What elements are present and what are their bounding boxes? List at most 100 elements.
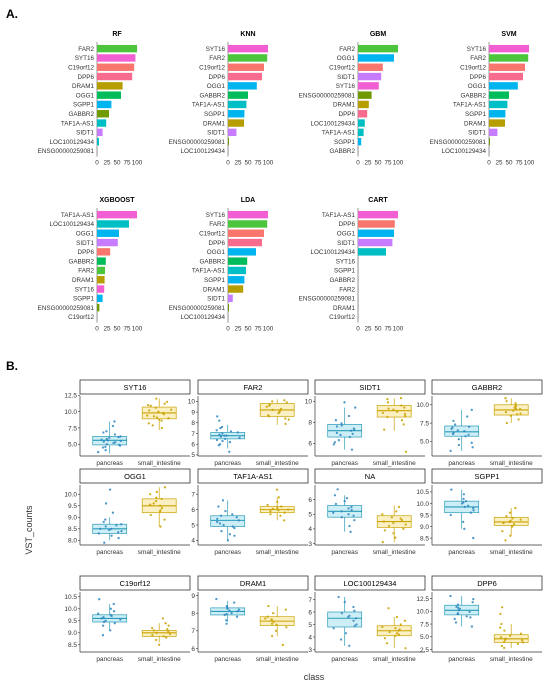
data-point-pancreas [104, 619, 107, 622]
category-label: DPP6 [339, 221, 356, 228]
data-point-pancreas [456, 612, 460, 615]
data-point-small-intestine [149, 513, 152, 517]
data-point-small-intestine [155, 631, 158, 634]
data-point-pancreas [335, 431, 339, 434]
category-label: DPP6 [78, 74, 95, 81]
data-point-small-intestine [155, 638, 158, 642]
data-point-small-intestine [390, 516, 394, 519]
data-point-small-intestine [503, 629, 506, 632]
data-point-pancreas [104, 525, 107, 528]
data-point-small-intestine [399, 517, 402, 520]
data-point-small-intestine [499, 626, 502, 629]
category-label: LOC100129434 [181, 148, 226, 155]
category-label: DPP6 [339, 111, 356, 118]
bar-ensg00000259081 [489, 137, 490, 146]
y-tick-label: 10.0 [416, 609, 429, 616]
y-tick-label: 8.0 [68, 538, 77, 545]
y-tick-label: 4 [308, 526, 312, 533]
data-point-pancreas [465, 615, 468, 618]
x-tick-label: 50 [113, 160, 121, 167]
x-tick-label: 100 [524, 160, 535, 167]
data-point-small-intestine [386, 401, 390, 404]
category-label: LOC100129434 [442, 148, 487, 155]
data-point-pancreas [215, 438, 219, 442]
y-tick-label: 7 [308, 597, 312, 604]
box-pancreas [210, 515, 246, 527]
data-point-pancreas [112, 441, 115, 445]
data-point-small-intestine [503, 638, 507, 641]
data-point-pancreas [462, 501, 465, 504]
x-category-label: small_intestine [256, 460, 299, 467]
category-label: SYT16 [206, 212, 226, 219]
facet-strip [314, 575, 426, 591]
x-category-label: small_intestine [490, 656, 533, 663]
data-point-small-intestine [276, 506, 279, 510]
x-tick-label: 100 [132, 326, 143, 333]
category-label: GABBR2 [199, 92, 225, 99]
facet-strip [431, 468, 543, 484]
category-label: DPP6 [209, 74, 226, 81]
facet-title: DPP6 [477, 579, 497, 588]
bar-far2 [228, 54, 268, 62]
bar-ogg1 [97, 229, 119, 237]
category-label: C19orf12 [460, 64, 486, 71]
category-label: OGG1 [76, 230, 95, 237]
x-tick-label: 75 [123, 160, 131, 167]
panel-label-b: B. [6, 359, 18, 373]
x-tick-label: 50 [244, 160, 252, 167]
data-point-pancreas [348, 524, 351, 528]
bar-dpp6 [97, 248, 111, 256]
data-point-pancreas [462, 520, 465, 524]
data-point-small-intestine [158, 643, 161, 646]
data-point-pancreas [226, 607, 229, 610]
bar-taf1a-as1 [97, 119, 107, 127]
data-point-pancreas [333, 441, 337, 444]
data-point-pancreas [350, 505, 353, 509]
data-point-pancreas [472, 536, 475, 540]
data-point-small-intestine [152, 415, 156, 418]
bar-syt16 [358, 257, 359, 265]
y-tick-label: 3 [308, 541, 312, 548]
data-point-pancreas [348, 644, 351, 647]
bar-gabbr2 [228, 257, 248, 265]
data-point-pancreas [344, 632, 347, 635]
data-point-pancreas [471, 601, 474, 604]
y-tick-label: 9 [191, 593, 195, 600]
data-point-pancreas [218, 419, 221, 422]
category-label: TAF1A-AS1 [322, 130, 356, 137]
data-point-small-intestine [387, 524, 391, 528]
category-label: GABBR2 [329, 148, 355, 155]
category-label: ENSG00000259081 [169, 305, 226, 312]
data-point-small-intestine [264, 617, 267, 620]
data-point-small-intestine [394, 627, 397, 630]
data-point-pancreas [343, 401, 346, 404]
data-point-pancreas [102, 431, 105, 434]
data-point-pancreas [117, 536, 120, 540]
category-label: SIDT1 [337, 240, 355, 247]
y-tick-label: 5 [308, 512, 312, 519]
x-tick-label: 75 [384, 160, 392, 167]
box-plot-dpp6: DPP6 2.5 5.0 7.5 10.0 12.5 pancreas small_intes… [416, 575, 543, 663]
facet-title: NA [365, 472, 375, 481]
data-point-small-intestine [403, 414, 407, 418]
data-point-small-intestine [164, 622, 167, 625]
bar-c19orf12 [489, 63, 525, 71]
x-tick-label: 75 [384, 326, 392, 333]
data-point-pancreas [104, 502, 108, 505]
bar-chart-gbm: GBM FAR2 OGG1 C19orf12 SIDT1 SYT16 ENSG0000025… [299, 31, 404, 167]
y-tick-label: 9.5 [420, 512, 429, 519]
data-point-small-intestine [395, 510, 398, 513]
category-label: SIDT1 [207, 130, 225, 137]
data-point-pancreas [347, 615, 350, 619]
data-point-pancreas [113, 622, 116, 625]
box-plot-ogg1: OGG1 8.0 8.5 9.0 9.5 10.0 pancreas small_intest… [64, 468, 191, 556]
data-point-pancreas [120, 523, 123, 526]
data-point-pancreas [333, 494, 337, 497]
x-tick-label: 0 [226, 160, 230, 167]
data-point-small-intestine [167, 624, 170, 627]
data-point-pancreas [351, 432, 354, 436]
data-point-small-intestine [266, 503, 269, 507]
data-point-small-intestine [269, 510, 272, 513]
bar-loc100129434 [358, 119, 365, 127]
data-point-pancreas [108, 488, 112, 491]
